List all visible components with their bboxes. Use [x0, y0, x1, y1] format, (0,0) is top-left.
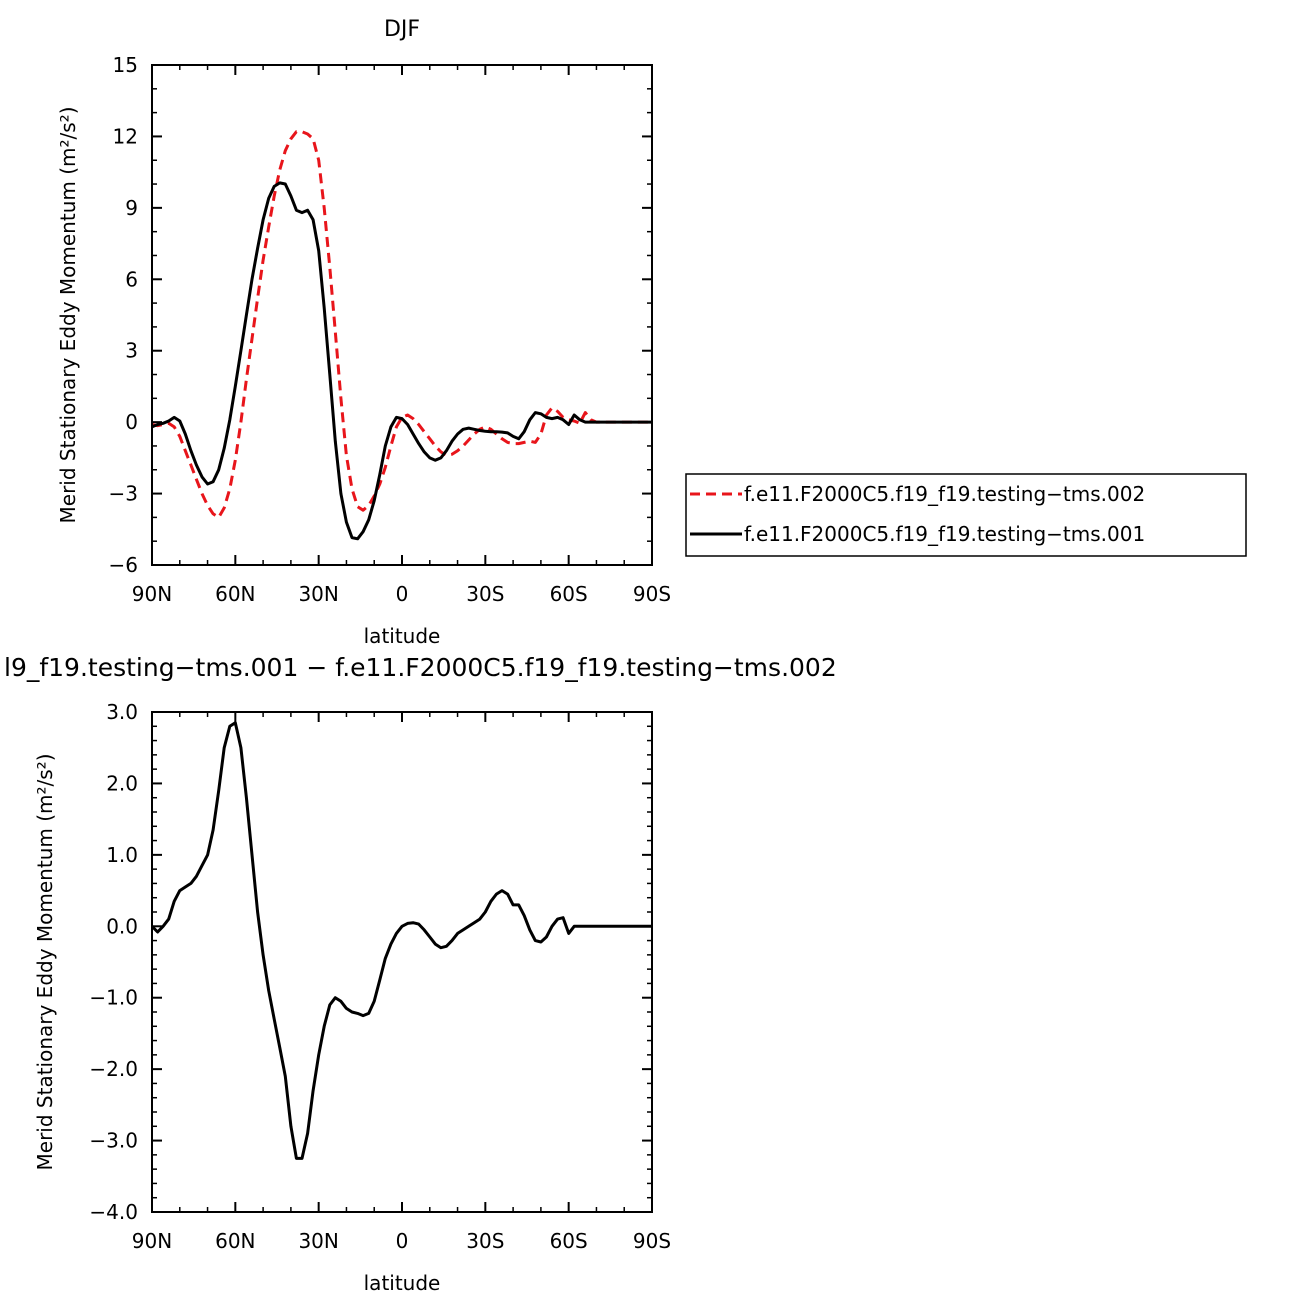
x-tick-label: 90S — [633, 1229, 671, 1253]
x-tick-label: 30N — [298, 582, 338, 606]
legend: f.e11.F2000C5.f19_f19.testing−tms.002 f.… — [685, 473, 1247, 557]
x-tick-label: 60S — [550, 582, 588, 606]
x-tick-label: 90S — [633, 582, 671, 606]
y-tick-label: 0 — [125, 410, 138, 434]
y-tick-label: 2.0 — [106, 771, 138, 795]
y-tick-label: 6 — [125, 267, 138, 291]
series-line-1 — [151, 181, 652, 541]
bottom-ylabel: Merid Stationary Eddy Momentum (m²/s²) — [33, 754, 57, 1171]
top-xlabel: latitude — [364, 624, 441, 648]
top-panel: DJF 90N 60N 30N 0 30S 60S 90S −6 −3 0 3 6 9 12 15 lati… — [56, 17, 671, 648]
x-tick-label: 90N — [132, 582, 172, 606]
bottom-ticks-layer: 90N 60N 30N 0 30S 60S 90S −4.0 −3.0 −2.0 −1.0 0.0 1.… — [89, 700, 671, 1253]
top-title: DJF — [384, 17, 420, 42]
x-tick-label: 0 — [396, 582, 409, 606]
bottom-panel: l9_f19.testing−tms.001 − f.e11.F2000C5.f… — [4, 653, 837, 1295]
y-tick-label: −3 — [109, 482, 138, 506]
series-line-0 — [151, 130, 652, 519]
x-tick-label: 30N — [298, 1229, 338, 1253]
legend-label-series-1: f.e11.F2000C5.f19_f19.testing−tms.001 — [744, 522, 1145, 546]
x-tick-label: 60S — [550, 1229, 588, 1253]
top-ticks-layer: 90N 60N 30N 0 30S 60S 90S −6 −3 0 3 6 9 12 15 — [109, 53, 672, 606]
bottom-title: l9_f19.testing−tms.001 − f.e11.F2000C5.f… — [4, 653, 837, 682]
top-ylabel: Merid Stationary Eddy Momentum (m²/s²) — [56, 107, 80, 524]
y-tick-label: 12 — [113, 124, 138, 148]
y-tick-label: −1.0 — [89, 986, 138, 1010]
y-tick-label: −4.0 — [89, 1200, 138, 1224]
x-tick-label: 30S — [466, 582, 504, 606]
bottom-plot-frame — [151, 711, 653, 1213]
x-tick-label: 90N — [132, 1229, 172, 1253]
y-tick-label: 0.0 — [106, 914, 138, 938]
bottom-xlabel: latitude — [364, 1271, 441, 1295]
series-line-0 — [150, 721, 652, 1160]
x-tick-label: 60N — [215, 1229, 255, 1253]
y-tick-label: 3 — [125, 339, 138, 363]
y-tick-label: 9 — [125, 196, 138, 220]
x-tick-label: 30S — [466, 1229, 504, 1253]
y-tick-label: −3.0 — [89, 1129, 138, 1153]
y-tick-label: 15 — [113, 53, 138, 77]
y-tick-label: 1.0 — [106, 843, 138, 867]
top-series-layer — [151, 130, 652, 541]
x-tick-label: 60N — [215, 582, 255, 606]
x-tick-label: 0 — [396, 1229, 409, 1253]
legend-box — [685, 473, 1247, 557]
y-tick-label: −6 — [109, 553, 138, 577]
legend-label-series-0: f.e11.F2000C5.f19_f19.testing−tms.002 — [744, 482, 1145, 506]
bottom-series-layer — [150, 721, 652, 1160]
y-tick-label: −2.0 — [89, 1057, 138, 1081]
top-plot-frame — [151, 64, 653, 566]
y-tick-label: 3.0 — [106, 700, 138, 724]
